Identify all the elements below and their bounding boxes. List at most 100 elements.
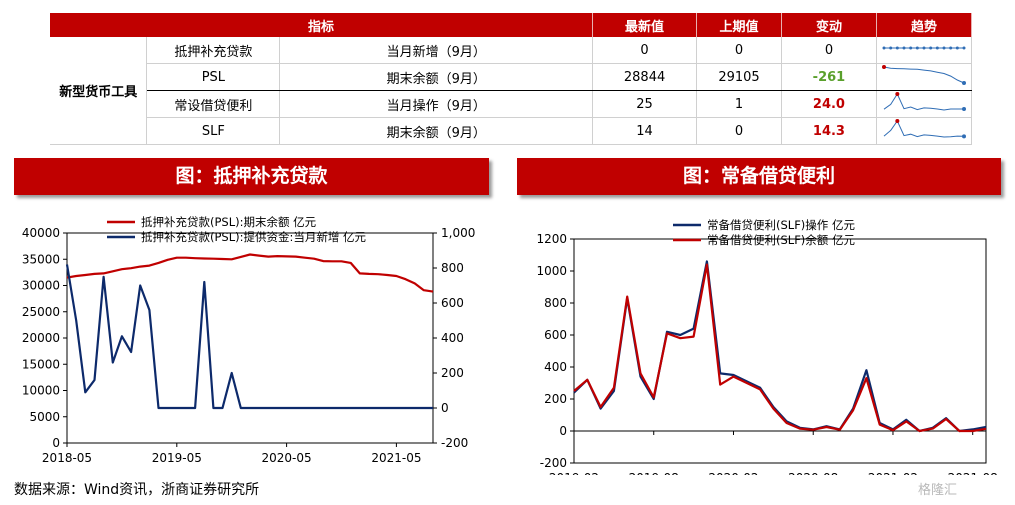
psl-chart-banner: 图：抵押补充贷款 — [14, 158, 489, 195]
table-row: SLF 期末余额（9月） 14 0 14.3 — [50, 117, 973, 145]
x-tick-label: 2021-02 — [868, 471, 918, 475]
latest-value: 14 — [592, 117, 698, 145]
sparkline-marker — [962, 46, 966, 50]
y-tick-label: 1200 — [536, 232, 567, 246]
trend-sparkline-cell — [876, 63, 973, 91]
y-tick-label: 1000 — [536, 264, 567, 278]
sparkline-last-marker — [961, 81, 966, 85]
latest-value: 0 — [592, 37, 698, 64]
col-header-change: 变动 — [781, 13, 877, 37]
item-name: 期末余额（9月） — [279, 63, 594, 91]
change-value: -261 — [781, 63, 877, 91]
x-tick-label: 2019-05 — [152, 451, 202, 465]
y-tick-label: 200 — [544, 392, 567, 406]
tool-name: 抵押补充贷款 — [146, 37, 281, 64]
y-tick-label: 25000 — [22, 305, 60, 319]
sparkline-marker — [915, 46, 919, 50]
y-tick-label: 10000 — [22, 384, 60, 398]
y-tick-label: 0 — [559, 424, 567, 438]
sparkline-marker — [929, 46, 933, 50]
sparkline-last-marker — [961, 106, 966, 111]
sparkline-line — [883, 92, 964, 111]
sparkline-line — [883, 119, 964, 138]
slf-chart-banner: 图：常备借贷便利 — [517, 158, 1001, 195]
x-tick-label: 2019-08 — [629, 471, 679, 475]
previous-value: 29105 — [696, 63, 782, 91]
change-value: 0 — [781, 37, 877, 64]
previous-value: 1 — [696, 90, 782, 118]
sparkline-marker — [922, 46, 926, 50]
tool-name: SLF — [146, 117, 281, 145]
sparkline-high-marker — [895, 119, 900, 123]
y-right-tick-label: 800 — [441, 261, 464, 275]
trend-sparkline-cell — [876, 90, 973, 118]
y-tick-label: 30000 — [22, 279, 60, 293]
sparkline-marker — [942, 46, 946, 50]
legend-entry: 常备借贷便利(SLF)操作 亿元 — [707, 218, 855, 232]
sparkline-high-marker — [895, 92, 900, 96]
change-value: 14.3 — [781, 117, 877, 145]
y-tick-label: 40000 — [22, 226, 60, 240]
table-row: PSL 期末余额（9月） 28844 29105 -261 — [50, 63, 973, 91]
y-right-tick-label: 200 — [441, 366, 464, 380]
latest-value: 25 — [592, 90, 698, 118]
sparkline-marker — [882, 46, 886, 50]
plot-area — [573, 238, 987, 464]
y-tick-label: -200 — [540, 456, 567, 470]
legend-entry: 抵押补充贷款(PSL):提供资金:当月新增 亿元 — [141, 230, 367, 244]
tool-name: 常设借贷便利 — [146, 90, 281, 118]
tool-name: PSL — [146, 63, 281, 91]
source-note: 数据来源：Wind资讯，浙商证券研究所 — [14, 482, 260, 498]
trend-sparkline — [881, 65, 966, 85]
trend-sparkline — [883, 92, 966, 111]
slf-chart: -200 0 200 400 600 800 1000 1200 2019-02 2019-08 2… — [536, 218, 998, 475]
col-header-previous: 上期值 — [696, 13, 782, 37]
sparkline-marker — [895, 46, 899, 50]
y-right-tick-label: 1,000 — [441, 226, 475, 240]
sparkline-line — [883, 66, 965, 84]
sparkline-marker — [902, 46, 906, 50]
sparkline-marker — [949, 46, 953, 50]
y-tick-label: 600 — [544, 328, 567, 342]
previous-value: 0 — [696, 37, 782, 64]
sparkline-marker — [935, 46, 939, 50]
trend-sparkline — [883, 119, 966, 139]
previous-value: 0 — [696, 117, 782, 145]
watermark: 格隆汇 — [918, 483, 958, 498]
y-tick-label: 20000 — [22, 331, 60, 345]
y-tick-label: 15000 — [22, 357, 60, 371]
sparkline-high-marker — [881, 65, 886, 69]
y-right-tick-label: 400 — [441, 331, 464, 345]
y-tick-label: 800 — [544, 296, 567, 310]
col-header-indicator: 指标 — [50, 13, 594, 37]
sparkline-last-marker — [961, 134, 966, 139]
y-tick-label: 35000 — [22, 252, 60, 266]
sparkline-marker — [889, 46, 893, 50]
group-label: 新型货币工具 — [50, 37, 148, 145]
sparkline-marker — [909, 46, 913, 50]
change-value: 24.0 — [781, 90, 877, 118]
item-name: 期末余额（9月） — [279, 117, 594, 145]
item-name: 当月新增（9月） — [279, 37, 594, 64]
trend-sparkline-cell — [876, 117, 973, 145]
y-right-tick-label: -200 — [441, 436, 468, 450]
col-header-latest: 最新值 — [592, 13, 698, 37]
y-tick-label: 0 — [52, 436, 60, 450]
y-tick-label: 400 — [544, 360, 567, 374]
legend-entry: 抵押补充贷款(PSL):期末余额 亿元 — [141, 215, 317, 229]
x-tick-label: 2021-05 — [371, 451, 421, 465]
x-tick-label: 2021-08 — [948, 471, 998, 475]
series-line-2 — [573, 263, 987, 433]
x-tick-label: 2020-02 — [708, 471, 758, 475]
legend-entry: 常备借贷便利(SLF)余额 亿元 — [707, 233, 855, 247]
table-header-row: 指标 最新值 上期值 变动 趋势 — [50, 13, 973, 37]
indicator-table: 指标 最新值 上期值 变动 趋势 新型货币工具 抵押补充贷款 当月新增（9月） … — [50, 13, 973, 145]
x-tick-label: 2019-02 — [549, 471, 599, 475]
table-row: 新型货币工具 抵押补充贷款 当月新增（9月） 0 0 0 — [50, 37, 973, 145]
y-right-tick-label: 0 — [441, 401, 449, 415]
y-right-tick-label: 600 — [441, 296, 464, 310]
x-tick-label: 2020-05 — [262, 451, 312, 465]
table-row: 常设借贷便利 当月操作（9月） 25 1 24.0 — [50, 90, 973, 118]
x-tick-label: 2018-05 — [42, 451, 92, 465]
x-tick-label: 2020-08 — [788, 471, 838, 475]
